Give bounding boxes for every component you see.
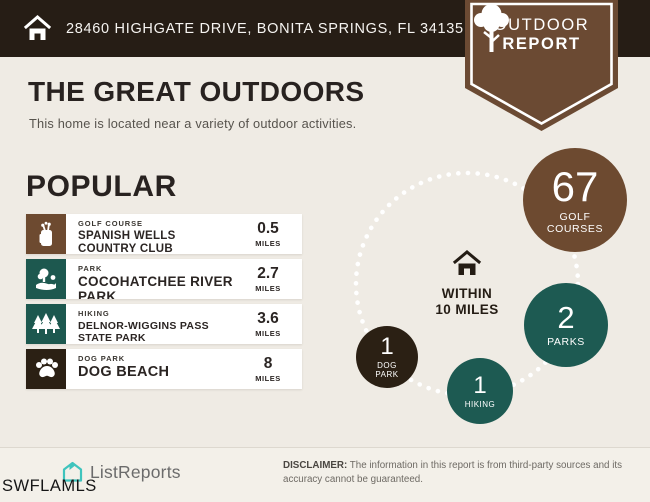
bubble-parks: 2 PARKS xyxy=(524,283,608,367)
poi-distance-unit: MILES xyxy=(255,329,281,338)
outdoor-report-badge: OUTDOOR REPORT xyxy=(465,0,618,132)
park-tree-icon xyxy=(26,259,66,299)
popular-heading: POPULAR xyxy=(26,170,177,203)
poi-card-hiking: HIKING DELNOR-WIGGINS PASS STATE PARK 3.… xyxy=(26,304,302,344)
tree-icon xyxy=(474,4,509,52)
page-title: THE GREAT OUTDOORS xyxy=(28,76,365,107)
bubble-label: PARKS xyxy=(547,336,585,348)
disclaimer-text: The information in this report is from t… xyxy=(283,460,623,485)
poi-category: PARK xyxy=(78,264,103,273)
bubble-count: 2 xyxy=(557,300,575,335)
badge-title: OUTDOOR REPORT xyxy=(493,16,590,53)
pine-trees-icon xyxy=(26,304,66,344)
listreports-brand: ListReports xyxy=(90,461,181,482)
poi-distance: 3.6 xyxy=(257,310,279,327)
disclaimer-label: DISCLAIMER: xyxy=(283,460,348,471)
bubble-dog-park: 1 DOG PARK xyxy=(356,326,418,388)
poi-card-golf: GOLF COURSE SPANISH WELLS COUNTRY CLUB 0… xyxy=(26,214,302,254)
bubble-count: 1 xyxy=(380,333,394,360)
poi-distance-unit: MILES xyxy=(255,284,281,293)
radius-distance: 10 MILES xyxy=(435,301,499,317)
radius-center-label: WITHIN 10 MILES xyxy=(417,250,517,317)
page-subtitle: This home is located near a variety of o… xyxy=(29,116,357,131)
poi-category: GOLF COURSE xyxy=(78,219,143,228)
bubble-label: GOLF COURSES xyxy=(546,210,604,235)
poi-name: SPANISH WELLS COUNTRY CLUB xyxy=(78,230,176,254)
pennant-shape xyxy=(465,0,618,131)
disclaimer: DISCLAIMER: The information in this repo… xyxy=(283,459,631,486)
paw-icon xyxy=(26,349,66,389)
radius-within: WITHIN xyxy=(441,286,493,301)
poi-distance-unit: MILES xyxy=(255,374,281,383)
poi-name: COCOHATCHEE RIVER PARK xyxy=(78,274,233,299)
poi-category: HIKING xyxy=(78,309,110,318)
bubble-label: HIKING xyxy=(464,399,496,409)
bubble-hiking: 1 HIKING xyxy=(447,358,513,424)
poi-card-dog: DOG PARK DOG BEACH 8 MILES xyxy=(26,349,302,389)
poi-distance: 8 xyxy=(263,355,273,372)
bubble-count: 67 xyxy=(551,162,599,210)
poi-distance: 2.7 xyxy=(257,265,279,282)
mls-watermark: SWFLAMLS xyxy=(2,477,97,495)
listreports-house-icon xyxy=(62,461,83,482)
home-icon xyxy=(24,15,51,40)
footer: ListReports DISCLAIMER: The information … xyxy=(0,447,650,502)
bubble-label: DOG PARK xyxy=(375,361,399,379)
bubble-count: 1 xyxy=(473,371,487,399)
golf-bag-icon xyxy=(26,214,66,254)
bubble-golf-courses: 67 GOLF COURSES xyxy=(523,148,627,252)
property-address: 28460 HIGHGATE DRIVE, BONITA SPRINGS, FL… xyxy=(66,20,464,37)
poi-name: DELNOR-WIGGINS PASS STATE PARK xyxy=(78,320,209,344)
poi-distance: 0.5 xyxy=(257,220,279,237)
poi-distance-unit: MILES xyxy=(255,239,281,248)
listreports-logo: ListReports xyxy=(62,461,181,483)
poi-card-park: PARK COCOHATCHEE RIVER PARK 2.7 MILES xyxy=(26,259,302,299)
poi-list: GOLF COURSE SPANISH WELLS COUNTRY CLUB 0… xyxy=(26,214,302,394)
poi-category: DOG PARK xyxy=(78,354,126,363)
house-icon xyxy=(452,250,482,275)
poi-name: DOG BEACH xyxy=(78,364,170,380)
